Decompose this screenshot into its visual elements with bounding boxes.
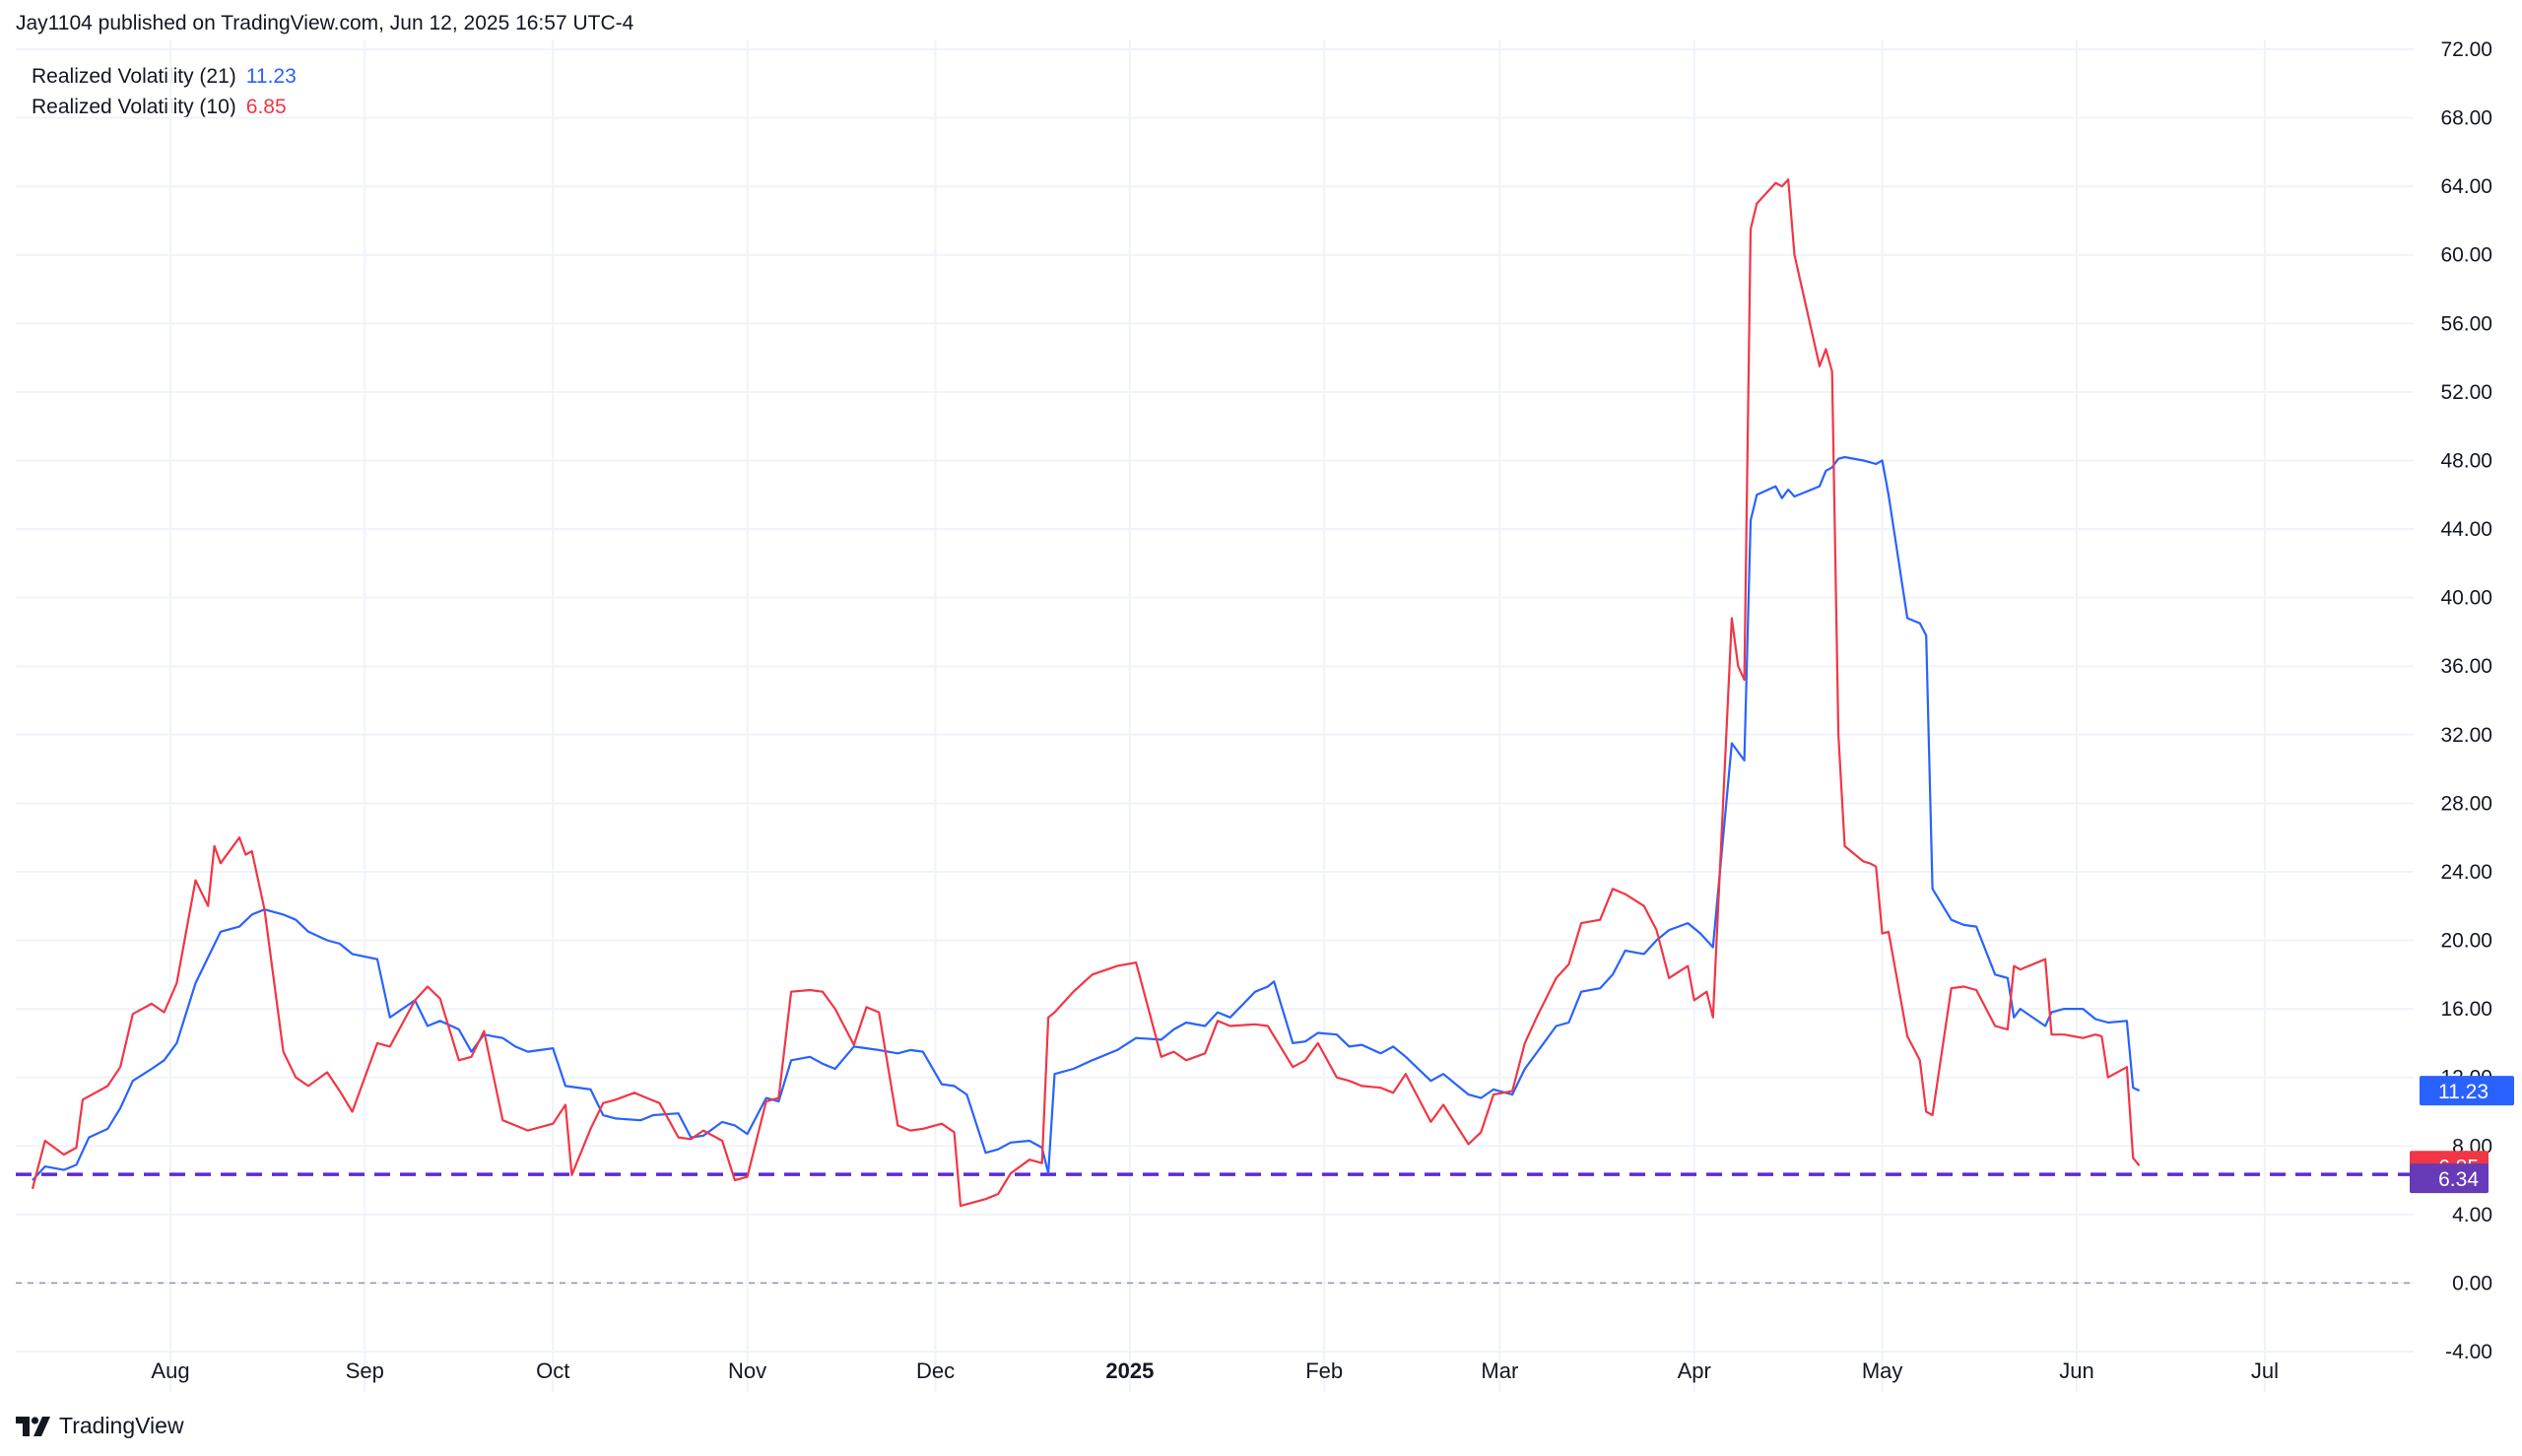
series-line-rv10[interactable] (31, 178, 2141, 1208)
x-tick-label: Jun (2059, 1358, 2093, 1383)
publish-attribution: Jay1104 published on TradingView.com, Ju… (16, 12, 634, 34)
legend-label: Realized Volatility (21) (32, 65, 236, 88)
x-tick-label: Oct (536, 1358, 569, 1383)
y-tick-label: -4.00 (2445, 1341, 2492, 1363)
y-tick-label: 72.00 (2440, 38, 2492, 61)
x-axis[interactable]: Aug Sep Oct Nov Dec 2025 Feb Mar Apr May Jun Jul (151, 1358, 2279, 1383)
x-tick-label: Feb (1305, 1358, 1343, 1383)
legend-item-rv10[interactable]: Realized Volatility (10) 6.85 (32, 92, 297, 122)
price-badge-label: 6.34 (2438, 1168, 2479, 1191)
y-tick-label: 0.00 (2452, 1272, 2492, 1294)
brand-name: TradingView (59, 1413, 184, 1438)
legend-item-rv21[interactable]: Realized Volatility (21) 11.23 (32, 61, 297, 92)
y-tick-label: 64.00 (2440, 175, 2492, 198)
legend-value: 6.85 (245, 96, 287, 118)
y-tick-label: 32.00 (2440, 724, 2492, 747)
y-tick-label: 36.00 (2440, 655, 2492, 678)
x-tick-label: Nov (728, 1358, 766, 1383)
x-tick-label: Aug (151, 1358, 189, 1383)
grid (16, 39, 2414, 1392)
x-tick-label: Apr (1678, 1358, 1711, 1383)
tradingview-logo-icon (16, 1416, 50, 1436)
y-tick-label: 44.00 (2440, 518, 2492, 541)
y-tick-label: 4.00 (2452, 1204, 2492, 1226)
tradingview-brand[interactable]: TradingView (16, 1413, 184, 1439)
price-badges: 11.236.856.34 (2410, 1076, 2514, 1194)
y-tick-label: 52.00 (2440, 381, 2492, 404)
y-tick-label: 56.00 (2440, 312, 2492, 335)
y-tick-label: 40.00 (2440, 587, 2492, 610)
indicator-legend: Realized Volatility (21) 11.23 Realized V… (32, 61, 297, 122)
legend-label: Realized Volatility (10) (32, 96, 236, 118)
price-badge (2420, 1076, 2514, 1106)
y-tick-label: 16.00 (2440, 998, 2492, 1021)
y-tick-label: 20.00 (2440, 930, 2492, 953)
legend-value: 11.23 (245, 65, 297, 88)
x-tick-label: Sep (346, 1358, 384, 1383)
y-tick-label: 60.00 (2440, 244, 2492, 267)
x-tick-label: May (1862, 1358, 1903, 1383)
series-lines (31, 178, 2141, 1208)
x-tick-label: 2025 (1105, 1358, 1154, 1383)
x-tick-label: Jul (2251, 1358, 2279, 1383)
x-tick-label: Dec (916, 1358, 955, 1383)
series-line-rv21[interactable] (32, 455, 2141, 1181)
y-tick-label: 28.00 (2440, 792, 2492, 815)
price-badge-label: 11.23 (2438, 1081, 2489, 1103)
horizontal-lines (16, 1172, 2414, 1285)
x-tick-label: Mar (1481, 1358, 1518, 1383)
y-tick-label: 68.00 (2440, 107, 2492, 130)
y-tick-label: 24.00 (2440, 861, 2492, 884)
y-tick-label: 48.00 (2440, 449, 2492, 472)
price-badge (2410, 1163, 2489, 1194)
